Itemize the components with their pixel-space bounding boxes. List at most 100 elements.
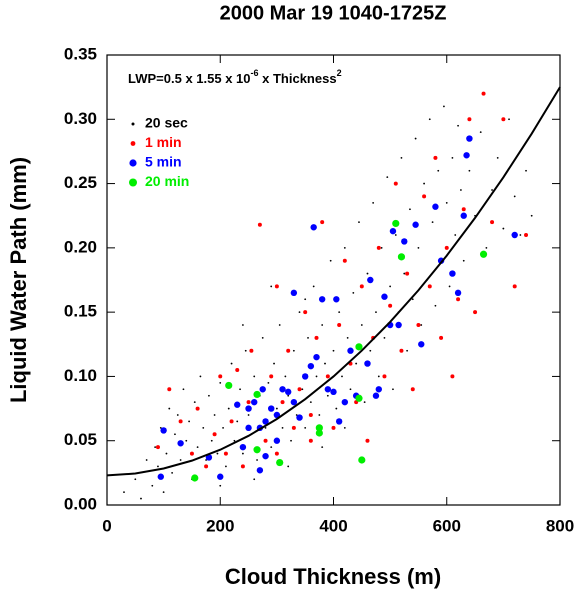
point [513, 195, 516, 198]
point [346, 336, 349, 339]
point [301, 373, 309, 380]
legend-marker [129, 159, 137, 167]
point [332, 349, 335, 352]
point [193, 401, 196, 404]
point [239, 443, 247, 451]
y-tick-label: 0.05 [64, 430, 97, 449]
point [400, 156, 403, 159]
point [308, 438, 313, 443]
point [462, 259, 465, 262]
point [423, 182, 425, 185]
point [445, 201, 448, 204]
point [157, 473, 164, 480]
x-tick-label: 200 [206, 516, 234, 535]
point [202, 426, 205, 429]
annotation: LWP=0.5 x 1.55 x 10-6 x Thickness2 [128, 68, 342, 86]
point [312, 285, 315, 288]
point [439, 335, 444, 340]
point [242, 324, 244, 326]
point [376, 245, 381, 250]
point [218, 374, 223, 379]
legend-marker [130, 141, 136, 146]
point [275, 407, 278, 410]
point [372, 201, 375, 204]
point [290, 398, 298, 406]
point [210, 439, 213, 442]
point [278, 324, 281, 326]
point [318, 296, 326, 303]
point [287, 394, 290, 397]
point [296, 414, 303, 421]
point [432, 203, 439, 210]
point [199, 375, 202, 378]
point [326, 394, 329, 397]
point [366, 272, 369, 275]
point [230, 362, 233, 365]
point [460, 212, 467, 219]
point [343, 246, 346, 249]
point [406, 349, 409, 352]
point [160, 427, 167, 434]
point [388, 303, 393, 308]
point [443, 105, 445, 108]
point [263, 438, 268, 443]
point [377, 375, 380, 378]
point [225, 381, 233, 390]
point [427, 284, 432, 289]
point [162, 491, 165, 494]
point [281, 426, 284, 429]
y-tick-label: 0.25 [64, 173, 97, 192]
point [363, 401, 366, 404]
legend-marker [129, 178, 137, 187]
point [234, 401, 241, 408]
point [182, 388, 185, 391]
point [463, 152, 470, 159]
point [395, 321, 402, 329]
point [298, 311, 301, 314]
point [433, 155, 438, 160]
point [262, 452, 269, 460]
point [151, 484, 154, 487]
point [330, 388, 337, 396]
point [389, 227, 397, 235]
point [195, 406, 200, 411]
point [342, 258, 347, 263]
point [468, 169, 471, 172]
point [279, 386, 286, 393]
y-tick-label: 0.10 [64, 366, 97, 385]
point [178, 419, 183, 424]
point [479, 131, 482, 134]
point [301, 388, 304, 391]
x-axis-label: Cloud Thickness (m) [225, 564, 441, 589]
point [165, 452, 168, 455]
point [140, 497, 142, 500]
point [208, 394, 210, 397]
point [365, 438, 370, 443]
point [242, 452, 244, 455]
point [189, 451, 194, 456]
point [502, 227, 505, 230]
point [333, 296, 340, 303]
point [273, 411, 281, 419]
point [383, 336, 386, 339]
point [253, 478, 256, 481]
point [359, 284, 364, 289]
point [240, 464, 245, 469]
point [448, 285, 451, 288]
point [259, 386, 266, 393]
point [355, 394, 363, 402]
y-axis-label: Liquid Water Path (mm) [6, 157, 31, 403]
point [420, 324, 423, 326]
point [313, 353, 320, 361]
point [261, 336, 264, 339]
point [325, 374, 330, 379]
point [245, 405, 252, 412]
point [337, 323, 342, 327]
point [358, 456, 366, 464]
point [397, 253, 406, 261]
point [437, 169, 440, 172]
point [401, 238, 408, 245]
point [375, 311, 377, 314]
y-tick-label: 0.20 [64, 237, 97, 256]
